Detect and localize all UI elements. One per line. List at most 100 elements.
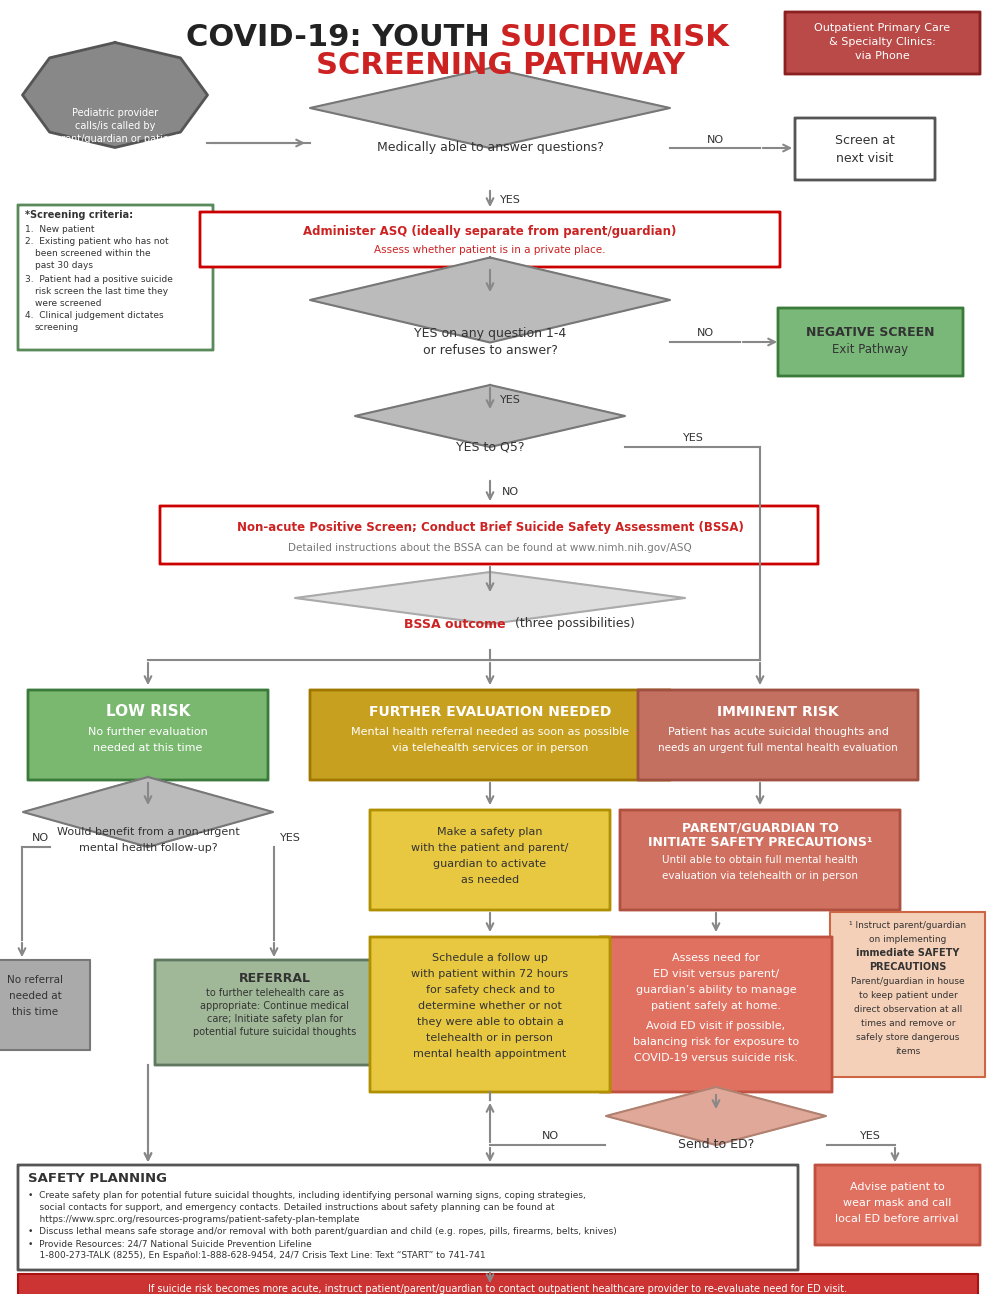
FancyBboxPatch shape [18, 1165, 798, 1269]
Text: items: items [895, 1048, 921, 1056]
Text: appropriate: Continue medical: appropriate: Continue medical [200, 1002, 350, 1011]
Text: determine whether or not: determine whether or not [418, 1002, 562, 1011]
Text: social contacts for support, and emergency contacts. Detailed instructions about: social contacts for support, and emergen… [28, 1203, 555, 1212]
Text: been screened within the: been screened within the [35, 250, 151, 259]
Text: potential future suicidal thoughts: potential future suicidal thoughts [193, 1027, 357, 1036]
Text: Avoid ED visit if possible,: Avoid ED visit if possible, [646, 1021, 786, 1031]
Text: NO: NO [696, 327, 714, 338]
Text: 2.  Existing patient who has not: 2. Existing patient who has not [25, 238, 169, 246]
Text: they were able to obtain a: they were able to obtain a [417, 1017, 563, 1027]
Text: immediate SAFETY: immediate SAFETY [856, 949, 960, 958]
FancyBboxPatch shape [160, 506, 818, 564]
Text: YES: YES [500, 195, 520, 204]
Polygon shape [23, 776, 273, 848]
Text: YES: YES [683, 433, 703, 443]
FancyBboxPatch shape [815, 1165, 980, 1245]
Text: SCREENING PATHWAY: SCREENING PATHWAY [316, 50, 684, 79]
Text: IMMINENT RISK: IMMINENT RISK [717, 705, 839, 719]
Text: direct observation at all: direct observation at all [854, 1005, 962, 1014]
Text: SUICIDE RISK: SUICIDE RISK [500, 23, 729, 53]
Text: for safety check and to: for safety check and to [426, 985, 554, 995]
Text: (three possibilities): (three possibilities) [515, 617, 635, 630]
FancyBboxPatch shape [830, 912, 985, 1077]
Text: Screen at: Screen at [835, 133, 895, 146]
Text: screening: screening [35, 324, 79, 333]
Text: to keep patient under: to keep patient under [859, 991, 957, 1000]
Polygon shape [310, 258, 670, 343]
FancyBboxPatch shape [795, 118, 935, 180]
Text: Assess whether patient is in a private place.: Assess whether patient is in a private p… [374, 245, 606, 255]
Text: YES to Q5?: YES to Q5? [456, 440, 524, 453]
Text: times and remove or: times and remove or [861, 1020, 955, 1029]
Text: Advise patient to: Advise patient to [850, 1181, 944, 1192]
Text: Schedule a follow up: Schedule a follow up [432, 952, 548, 963]
Text: Outpatient Primary Care: Outpatient Primary Care [814, 23, 950, 34]
Text: care; Initiate safety plan for: care; Initiate safety plan for [207, 1014, 343, 1024]
Polygon shape [355, 386, 625, 446]
Text: with patient within 72 hours: with patient within 72 hours [411, 969, 569, 980]
Text: as needed: as needed [461, 875, 519, 885]
Text: Parent/guardian in house: Parent/guardian in house [851, 977, 965, 986]
Text: balancing risk for exposure to: balancing risk for exposure to [633, 1036, 799, 1047]
Text: BSSA outcome: BSSA outcome [404, 617, 506, 630]
Text: •  Discuss lethal means safe storage and/or removal with both parent/guardian an: • Discuss lethal means safe storage and/… [28, 1228, 617, 1237]
Text: •  Provide Resources: 24/7 National Suicide Prevention Lifeline: • Provide Resources: 24/7 National Suici… [28, 1240, 312, 1249]
Text: YES on any question 1-4: YES on any question 1-4 [414, 326, 566, 339]
Text: parent/guardian or patient.: parent/guardian or patient. [49, 135, 181, 144]
Text: Non-acute Positive Screen; Conduct Brief Suicide Safety Assessment (BSSA): Non-acute Positive Screen; Conduct Brief… [237, 520, 743, 533]
FancyBboxPatch shape [620, 810, 900, 910]
Text: COVID-19: YOUTH: COVID-19: YOUTH [186, 23, 500, 53]
Text: local ED before arrival: local ED before arrival [835, 1214, 959, 1224]
Text: SAFETY PLANNING: SAFETY PLANNING [28, 1171, 167, 1184]
Text: YES: YES [280, 833, 300, 842]
Text: needs an urgent full mental health evaluation: needs an urgent full mental health evalu… [658, 743, 898, 753]
FancyBboxPatch shape [785, 12, 980, 74]
Text: 1-800-273-TALK (8255), En Español:1-888-628-9454, 24/7 Crisis Text Line: Text “S: 1-800-273-TALK (8255), En Español:1-888-… [28, 1251, 486, 1260]
Text: calls/is called by: calls/is called by [75, 122, 155, 131]
Text: No referral: No referral [7, 974, 63, 985]
Text: PRECAUTIONS: PRECAUTIONS [869, 961, 947, 972]
Text: NO: NO [501, 487, 519, 497]
Text: Pediatric provider: Pediatric provider [72, 107, 158, 118]
Text: 3.  Patient had a positive suicide: 3. Patient had a positive suicide [25, 274, 173, 283]
Text: LOW RISK: LOW RISK [106, 704, 190, 719]
Text: via telehealth services or in person: via telehealth services or in person [392, 743, 588, 753]
Text: *Screening criteria:: *Screening criteria: [25, 210, 133, 220]
Text: telehealth or in person: telehealth or in person [426, 1033, 554, 1043]
FancyBboxPatch shape [155, 960, 395, 1065]
Text: Would benefit from a non-urgent: Would benefit from a non-urgent [57, 827, 239, 837]
Text: patient safely at home.: patient safely at home. [651, 1002, 781, 1011]
Text: wear mask and call: wear mask and call [843, 1198, 951, 1209]
Text: to further telehealth care as: to further telehealth care as [206, 989, 344, 998]
Polygon shape [22, 43, 208, 148]
Text: Administer ASQ (ideally separate from parent/guardian): Administer ASQ (ideally separate from pa… [303, 225, 677, 238]
Text: If suicide risk becomes more acute, instruct patient/parent/guardian to contact : If suicide risk becomes more acute, inst… [148, 1284, 848, 1294]
FancyBboxPatch shape [370, 810, 610, 910]
Text: YES: YES [500, 395, 520, 405]
FancyBboxPatch shape [18, 1275, 978, 1294]
Text: safely store dangerous: safely store dangerous [856, 1034, 960, 1043]
Text: & Specialty Clinics:: & Specialty Clinics: [829, 38, 935, 47]
FancyBboxPatch shape [600, 937, 832, 1092]
Text: https://www.sprc.org/resources-programs/patient-safety-plan-template: https://www.sprc.org/resources-programs/… [28, 1215, 360, 1224]
Text: Make a safety plan: Make a safety plan [437, 827, 543, 837]
Text: NO: NO [541, 1131, 559, 1141]
Text: 4.  Clinical judgement dictates: 4. Clinical judgement dictates [25, 312, 164, 321]
Polygon shape [606, 1087, 826, 1145]
Text: No further evaluation: No further evaluation [88, 727, 208, 738]
Text: risk screen the last time they: risk screen the last time they [35, 286, 168, 295]
FancyBboxPatch shape [370, 937, 610, 1092]
Text: Until able to obtain full mental health: Until able to obtain full mental health [662, 855, 858, 864]
Text: Assess need for: Assess need for [672, 952, 760, 963]
Text: FURTHER EVALUATION NEEDED: FURTHER EVALUATION NEEDED [369, 705, 611, 719]
Text: needed at this time: needed at this time [93, 743, 203, 753]
Text: guardian’s ability to manage: guardian’s ability to manage [636, 985, 796, 995]
Text: INITIATE SAFETY PRECAUTIONS¹: INITIATE SAFETY PRECAUTIONS¹ [648, 836, 872, 849]
Text: next visit: next visit [836, 151, 894, 164]
Text: NEGATIVE SCREEN: NEGATIVE SCREEN [806, 326, 934, 339]
FancyBboxPatch shape [28, 690, 268, 780]
FancyBboxPatch shape [310, 690, 670, 780]
Text: NO: NO [31, 833, 49, 842]
Text: mental health appointment: mental health appointment [413, 1049, 567, 1058]
Polygon shape [310, 69, 670, 148]
